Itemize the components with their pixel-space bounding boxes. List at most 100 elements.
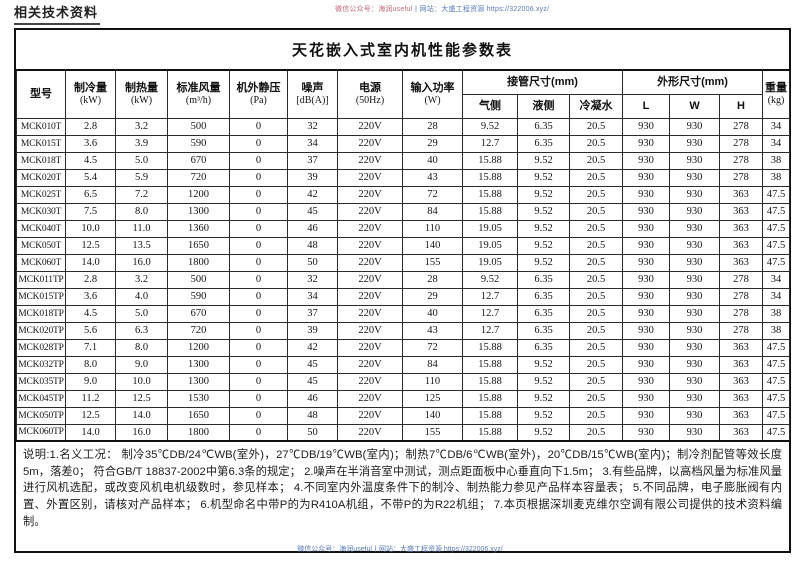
table-cell: 47.5 (762, 389, 791, 408)
table-cell: 930 (669, 355, 721, 374)
table-cell: 5.4 (65, 168, 116, 187)
table-cell: 20.5 (568, 134, 624, 153)
table-cell: 220V (337, 423, 403, 442)
table-cell: MCK045TP (16, 389, 66, 408)
table-cell: 363 (719, 372, 764, 391)
column-header-heating: 制热量 (kW) (115, 69, 168, 119)
table-cell: 20.5 (568, 236, 624, 255)
table-cell: MCK020TP (16, 321, 66, 340)
table-cell: 220V (337, 321, 403, 340)
table-cell: 220V (337, 185, 403, 204)
table-cell: 220V (337, 219, 403, 238)
table-cell: 7.5 (65, 202, 116, 221)
table-row: MCK025T 6.5 7.2 1200 0 42 220V 72 15.88 9.52 20.5 9… (16, 185, 791, 204)
table-title: 天花嵌入式室内机性能参数表 (291, 42, 513, 59)
table-cell: 19.05 (462, 236, 518, 255)
table-cell: 720 (167, 168, 230, 187)
table-cell: 9.52 (517, 219, 570, 238)
table-cell: 6.3 (115, 321, 168, 340)
table-cell: MCK050T (16, 236, 66, 255)
table-cell: 20.5 (568, 219, 624, 238)
table-cell: 363 (719, 355, 764, 374)
table-cell: 45 (287, 355, 338, 374)
table-cell: 6.35 (517, 270, 570, 289)
table-cell: 4.5 (65, 304, 116, 323)
table-cell: 20.5 (568, 406, 624, 425)
table-cell: 8.0 (115, 338, 168, 357)
table-cell: 40 (402, 304, 463, 323)
table-cell: 72 (402, 338, 463, 357)
table-row: MCK045TP 11.2 12.5 1530 0 46 220V 125 15.88 9.52 2… (16, 389, 791, 408)
sub-header-condensate: 冷凝水 (568, 93, 624, 119)
table-cell: 14.0 (65, 253, 116, 272)
table-cell: 0 (229, 202, 288, 221)
table-cell: 0 (229, 270, 288, 289)
table-cell: 8.0 (115, 202, 168, 221)
table-cell: 20.5 (568, 168, 624, 187)
spec-table: 型号 制冷量 (kW) 制热量 (kW) 标准风量 (m³/h) 机外静压 (Pa) 噪… (16, 69, 791, 442)
table-cell: 930 (622, 423, 671, 442)
table-cell: 4.5 (65, 151, 116, 170)
table-cell: 20.5 (568, 321, 624, 340)
table-cell: 15.88 (462, 423, 518, 442)
table-cell: 84 (402, 355, 463, 374)
table-cell: 20.5 (568, 372, 624, 391)
table-cell: 15.88 (462, 151, 518, 170)
table-cell: 278 (719, 168, 764, 187)
table-cell: 1300 (167, 202, 230, 221)
table-cell: 1800 (167, 423, 230, 442)
sub-header-length: L (622, 93, 671, 119)
table-cell: 930 (669, 134, 721, 153)
table-cell: MCK030T (16, 202, 66, 221)
table-cell: 930 (669, 236, 721, 255)
table-cell: 40 (402, 151, 463, 170)
table-cell: MCK035TP (16, 372, 66, 391)
table-cell: 363 (719, 253, 764, 272)
table-cell: 278 (719, 304, 764, 323)
table-cell: 930 (622, 134, 671, 153)
table-body: MCK010T 2.8 3.2 500 0 32 220V 28 9.52 6.35 20.5 930… (16, 117, 791, 442)
table-row: MCK028TP 7.1 8.0 1200 0 42 220V 72 15.88 6.35 20.5… (16, 338, 791, 357)
table-cell: 930 (622, 185, 671, 204)
table-cell: MCK028TP (16, 338, 66, 357)
table-cell: 278 (719, 151, 764, 170)
table-cell: 7.1 (65, 338, 116, 357)
table-cell: 5.0 (115, 304, 168, 323)
table-cell: 47.5 (762, 423, 791, 442)
table-cell: 32 (287, 270, 338, 289)
column-header-weight: 重量 (kg) (762, 69, 791, 119)
table-cell: 0 (229, 151, 288, 170)
table-cell: 363 (719, 185, 764, 204)
sub-header-width: W (669, 93, 721, 119)
table-cell: 220V (337, 389, 403, 408)
table-cell: 9.0 (65, 372, 116, 391)
column-header-cooling: 制冷量 (kW) (65, 69, 116, 119)
table-cell: 38 (762, 304, 791, 323)
table-cell: 10.0 (65, 219, 116, 238)
table-cell: 19.05 (462, 253, 518, 272)
table-cell: MCK040T (16, 219, 66, 238)
table-cell: 155 (402, 423, 463, 442)
table-cell: 0 (229, 185, 288, 204)
table-cell: 14.0 (115, 406, 168, 425)
table-cell: 930 (622, 219, 671, 238)
table-cell: 7.2 (115, 185, 168, 204)
table-cell: 9.52 (517, 372, 570, 391)
table-row: MCK060TP 14.0 16.0 1800 0 50 220V 155 15.88 9.52 2… (16, 423, 791, 442)
table-cell: 363 (719, 406, 764, 425)
table-cell: 20.5 (568, 185, 624, 204)
table-cell: 47.5 (762, 355, 791, 374)
table-cell: 34 (287, 287, 338, 306)
table-cell: 220V (337, 151, 403, 170)
table-cell: 670 (167, 304, 230, 323)
table-cell: 0 (229, 355, 288, 374)
table-cell: 47.5 (762, 253, 791, 272)
table-cell: 930 (669, 219, 721, 238)
column-header-static-pressure: 机外静压 (Pa) (229, 69, 288, 119)
table-cell: 15.88 (462, 168, 518, 187)
table-cell: 930 (622, 270, 671, 289)
table-cell: 6.35 (517, 321, 570, 340)
table-cell: 12.5 (65, 406, 116, 425)
table-cell: MCK011TP (16, 270, 66, 289)
table-cell: 12.7 (462, 304, 518, 323)
